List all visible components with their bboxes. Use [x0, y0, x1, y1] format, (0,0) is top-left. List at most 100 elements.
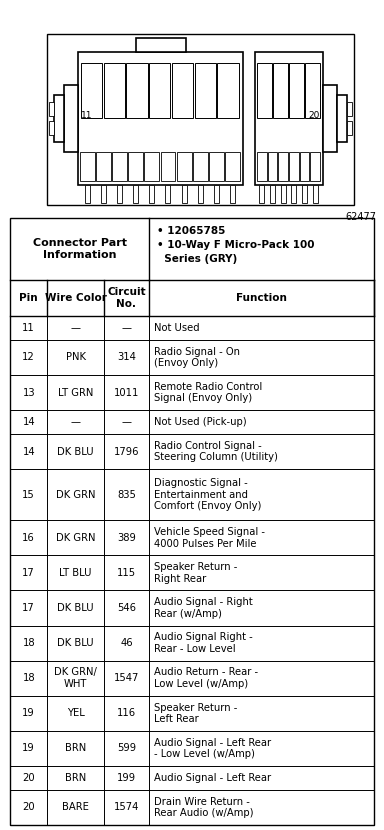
Text: Pin: Pin — [20, 293, 38, 303]
Bar — [289, 62, 303, 119]
Text: 20: 20 — [22, 773, 35, 783]
Text: DK GRN: DK GRN — [56, 533, 96, 543]
Text: • 12065785
• 10-Way F Micro-Pack 100
  Series (GRY): • 12065785 • 10-Way F Micro-Pack 100 Ser… — [157, 226, 314, 264]
Text: 62477: 62477 — [345, 212, 376, 222]
Text: Speaker Return -
Left Rear: Speaker Return - Left Rear — [154, 702, 237, 724]
Text: 18: 18 — [22, 673, 35, 683]
Bar — [166, 185, 170, 203]
Text: BRN: BRN — [65, 744, 86, 754]
Bar — [96, 152, 111, 181]
Bar — [64, 85, 78, 152]
Bar — [255, 52, 323, 185]
Text: Audio Return - Rear -
Low Level (w/Amp): Audio Return - Rear - Low Level (w/Amp) — [154, 667, 258, 689]
Text: Connector Part
Information: Connector Part Information — [33, 238, 126, 260]
Bar — [214, 185, 219, 203]
Text: Audio Signal Right -
Rear - Low Level: Audio Signal Right - Rear - Low Level — [154, 632, 253, 654]
Bar — [47, 34, 354, 205]
Bar — [126, 62, 147, 119]
Bar — [49, 121, 54, 134]
Bar — [193, 152, 208, 181]
Text: 1547: 1547 — [114, 673, 139, 683]
Text: DK GRN/
WHT: DK GRN/ WHT — [54, 667, 97, 689]
Bar — [54, 95, 64, 142]
Text: Radio Signal - On
(Envoy Only): Radio Signal - On (Envoy Only) — [154, 347, 240, 369]
Text: 14: 14 — [22, 417, 35, 427]
Text: 599: 599 — [117, 744, 136, 754]
Text: 1011: 1011 — [114, 388, 139, 398]
Text: Circuit
No.: Circuit No. — [107, 287, 146, 309]
Text: —: — — [121, 417, 131, 427]
Text: —: — — [71, 323, 81, 333]
Bar — [310, 152, 320, 181]
Text: 1574: 1574 — [114, 803, 139, 813]
Bar — [209, 152, 224, 181]
Text: 16: 16 — [22, 533, 35, 543]
Bar — [347, 121, 352, 134]
Text: Remote Radio Control
Signal (Envoy Only): Remote Radio Control Signal (Envoy Only) — [154, 382, 262, 403]
Bar — [149, 185, 154, 203]
Bar — [257, 62, 271, 119]
Text: Radio Control Signal -
Steering Column (Utility): Radio Control Signal - Steering Column (… — [154, 441, 278, 462]
Text: 19: 19 — [22, 708, 35, 718]
Text: 46: 46 — [120, 638, 133, 648]
Bar — [268, 152, 277, 181]
Bar — [291, 185, 296, 203]
Bar — [49, 102, 54, 116]
Bar — [104, 62, 125, 119]
Bar — [133, 185, 138, 203]
Bar — [128, 152, 143, 181]
Text: DK BLU: DK BLU — [57, 447, 94, 456]
Text: 835: 835 — [117, 490, 136, 500]
Text: Vehicle Speed Signal -
4000 Pulses Per Mile: Vehicle Speed Signal - 4000 Pulses Per M… — [154, 527, 265, 549]
Text: 15: 15 — [22, 490, 35, 500]
Bar — [278, 152, 288, 181]
Bar — [195, 62, 216, 119]
Text: Audio Signal - Left Rear: Audio Signal - Left Rear — [154, 773, 271, 783]
Bar — [117, 185, 122, 203]
Bar — [101, 185, 106, 203]
Text: —: — — [121, 323, 131, 333]
Text: DK BLU: DK BLU — [57, 603, 94, 613]
Bar — [149, 62, 170, 119]
Text: 546: 546 — [117, 603, 136, 613]
Text: LT GRN: LT GRN — [58, 388, 93, 398]
Text: 19: 19 — [22, 744, 35, 754]
Text: 17: 17 — [22, 603, 35, 613]
Text: 20: 20 — [22, 803, 35, 813]
Bar — [300, 152, 310, 181]
Bar — [161, 152, 175, 181]
Text: 116: 116 — [117, 708, 136, 718]
Text: BARE: BARE — [62, 803, 89, 813]
Text: Diagnostic Signal -
Entertainment and
Comfort (Envoy Only): Diagnostic Signal - Entertainment and Co… — [154, 478, 262, 511]
Text: 18: 18 — [22, 638, 35, 648]
Bar — [313, 185, 318, 203]
Bar — [85, 185, 90, 203]
Text: 199: 199 — [117, 773, 136, 783]
Bar — [225, 152, 240, 181]
Text: 115: 115 — [117, 568, 136, 578]
Bar — [81, 62, 102, 119]
Bar — [78, 52, 243, 185]
Bar — [281, 185, 286, 203]
Bar — [112, 152, 127, 181]
Text: 389: 389 — [117, 533, 136, 543]
Text: 14: 14 — [22, 447, 35, 456]
Text: 1796: 1796 — [114, 447, 139, 456]
Text: 11: 11 — [22, 323, 35, 333]
Text: Wire Color: Wire Color — [45, 293, 107, 303]
Text: 20: 20 — [309, 110, 320, 120]
Bar — [302, 185, 307, 203]
Text: Speaker Return -
Right Rear: Speaker Return - Right Rear — [154, 562, 237, 583]
Text: DK GRN: DK GRN — [56, 490, 96, 500]
Text: Audio Signal - Left Rear
- Low Level (w/Amp): Audio Signal - Left Rear - Low Level (w/… — [154, 738, 271, 759]
Bar — [289, 152, 299, 181]
Text: Function: Function — [236, 293, 287, 303]
Text: 13: 13 — [22, 388, 35, 398]
Bar — [257, 152, 266, 181]
Text: Not Used: Not Used — [154, 323, 200, 333]
Bar — [80, 152, 95, 181]
Bar — [177, 152, 192, 181]
Bar — [337, 95, 347, 142]
Text: BRN: BRN — [65, 773, 86, 783]
Text: 11: 11 — [81, 110, 93, 120]
